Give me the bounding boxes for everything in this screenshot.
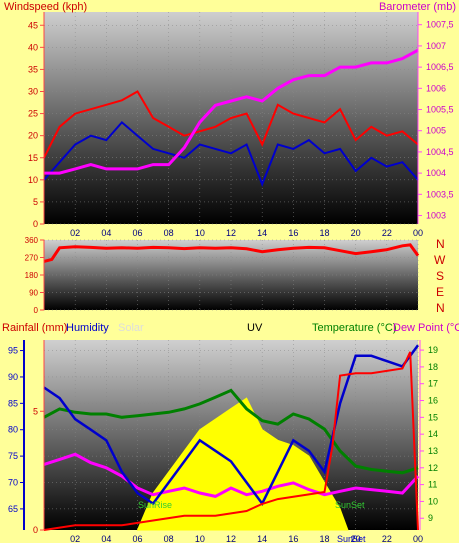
humidity-y-tick-label: 80 [8, 425, 18, 435]
compass-s: S [436, 269, 444, 283]
wind-x-tick-label: 20 [351, 228, 361, 238]
temp-y-tick-label: 14 [428, 429, 438, 439]
compass-n-bottom: N [436, 301, 445, 315]
climate-x-tick-label: 12 [226, 534, 236, 543]
wind-y-tick-label: 20 [28, 131, 38, 141]
climate-x-tick-label: 06 [132, 534, 142, 543]
wind-y-tick-label: 40 [28, 42, 38, 52]
temp-y-tick-label: 16 [428, 396, 438, 406]
temp-y-tick-label: 17 [428, 379, 438, 389]
solar-label: Solar [118, 322, 144, 334]
humidity-y-tick-label: 90 [8, 372, 18, 382]
barometer-y-tick-label: 1003,5 [426, 189, 454, 199]
wind-y-tick-label: 45 [28, 20, 38, 30]
humidity-y-tick-label: 75 [8, 451, 18, 461]
wind-x-tick-label: 08 [164, 228, 174, 238]
humidity-y-tick-label: 65 [8, 504, 18, 514]
temp-y-tick-label: 9 [428, 513, 433, 523]
wind-x-tick-label: 14 [257, 228, 267, 238]
temp-y-tick-label: 19 [428, 345, 438, 355]
humidity-y-tick-label: 95 [8, 346, 18, 356]
temp-y-tick-label: 13 [428, 446, 438, 456]
dewpoint-label: Dew Point (°C [393, 322, 459, 334]
direction-y-tick-label: 90 [29, 289, 38, 298]
climate-x-tick-label: 08 [164, 534, 174, 543]
wind-x-tick-label: 06 [132, 228, 142, 238]
wind-direction-line [43, 243, 420, 263]
climate-x-tick-label: 20 [351, 534, 361, 543]
temp-y-tick-label: 12 [428, 463, 438, 473]
sunset-short-label: Sun [337, 534, 353, 543]
barometer-y-tick-label: 1003 [426, 211, 446, 221]
uv-label: UV [247, 322, 263, 334]
wind-y-tick-label: 5 [33, 197, 38, 207]
barometer-y-tick-label: 1006 [426, 83, 446, 93]
wind-x-tick-label: 22 [382, 228, 392, 238]
rainfall-line [43, 351, 419, 531]
wind-y-tick-label: 25 [28, 109, 38, 119]
barometer-y-tick-label: 1007,5 [426, 20, 454, 30]
direction-y-tick-label: 270 [25, 254, 39, 263]
direction-y-tick-label: 360 [25, 236, 39, 245]
temp-y-tick-label: 15 [428, 412, 438, 422]
rain-y-tick-label: 0 [33, 525, 38, 535]
direction-y-tick-label: 180 [25, 271, 39, 280]
barometer-y-tick-label: 1007 [426, 41, 446, 51]
barometer-line [44, 48, 419, 175]
series-layer [43, 48, 420, 531]
sunset-dup-label: Set [352, 534, 366, 543]
temp-y-tick-label: 10 [428, 496, 438, 506]
barometer-y-tick-label: 1004,5 [426, 147, 454, 157]
rain-y-tick-label: 5 [33, 406, 38, 416]
climate-x-tick-label: 02 [70, 534, 80, 543]
wind-y-tick-label: 0 [33, 219, 38, 229]
wind-x-tick-label: 04 [101, 228, 111, 238]
climate-x-tick-label: 10 [195, 534, 205, 543]
wind-axis-label: Windspeed (kph) [4, 1, 87, 13]
climate-x-tick-label: 04 [101, 534, 111, 543]
tick-layer: 05101520253035404510031003,510041004,510… [8, 20, 454, 543]
compass-e: E [436, 285, 444, 299]
rainfall-label: Rainfall (mm) [2, 322, 67, 334]
barometer-y-tick-label: 1006,5 [426, 62, 454, 72]
climate-x-tick-label: 00 [413, 534, 423, 543]
climate-x-tick-label: 14 [257, 534, 267, 543]
temperature-label: Temperature (°C) [312, 322, 396, 334]
temperature-line [43, 388, 419, 475]
climate-x-tick-label: 22 [382, 534, 392, 543]
barometer-y-tick-label: 1004 [426, 168, 446, 178]
average-speed-line [43, 121, 419, 188]
humidity-y-tick-label: 85 [8, 398, 18, 408]
temp-y-tick-label: 18 [428, 362, 438, 372]
windspeed-line [43, 90, 419, 159]
barometer-y-tick-label: 1005 [426, 126, 446, 136]
humidity-y-tick-label: 70 [8, 478, 18, 488]
sunrise-label: SunRise [138, 500, 172, 510]
compass-w: W [434, 253, 446, 267]
humidity-line [43, 344, 420, 506]
wind-x-tick-label: 10 [195, 228, 205, 238]
plot-area-direction [44, 240, 418, 310]
compass-n-top: N [436, 237, 445, 251]
wind-x-tick-label: 00 [413, 228, 423, 238]
wind-x-tick-label: 18 [319, 228, 329, 238]
temp-y-tick-label: 11 [428, 480, 437, 490]
wind-x-tick-label: 02 [70, 228, 80, 238]
dewpoint-line [43, 452, 420, 498]
wind-y-tick-label: 15 [28, 153, 38, 163]
wind-y-tick-label: 35 [28, 64, 38, 74]
wind-y-tick-label: 30 [28, 87, 38, 97]
wind-y-tick-label: 10 [28, 175, 38, 185]
direction-y-tick-label: 0 [34, 306, 39, 315]
barometer-y-tick-label: 1005,5 [426, 105, 454, 115]
humidity-label: Humidity [66, 322, 109, 334]
climate-x-tick-label: 18 [319, 534, 329, 543]
sunset-label: SunSet [335, 500, 365, 510]
wind-x-tick-label: 16 [288, 228, 298, 238]
barometer-axis-label: Barometer (mb) [379, 1, 456, 13]
climate-x-tick-label: 16 [288, 534, 298, 543]
wind-x-tick-label: 12 [226, 228, 236, 238]
